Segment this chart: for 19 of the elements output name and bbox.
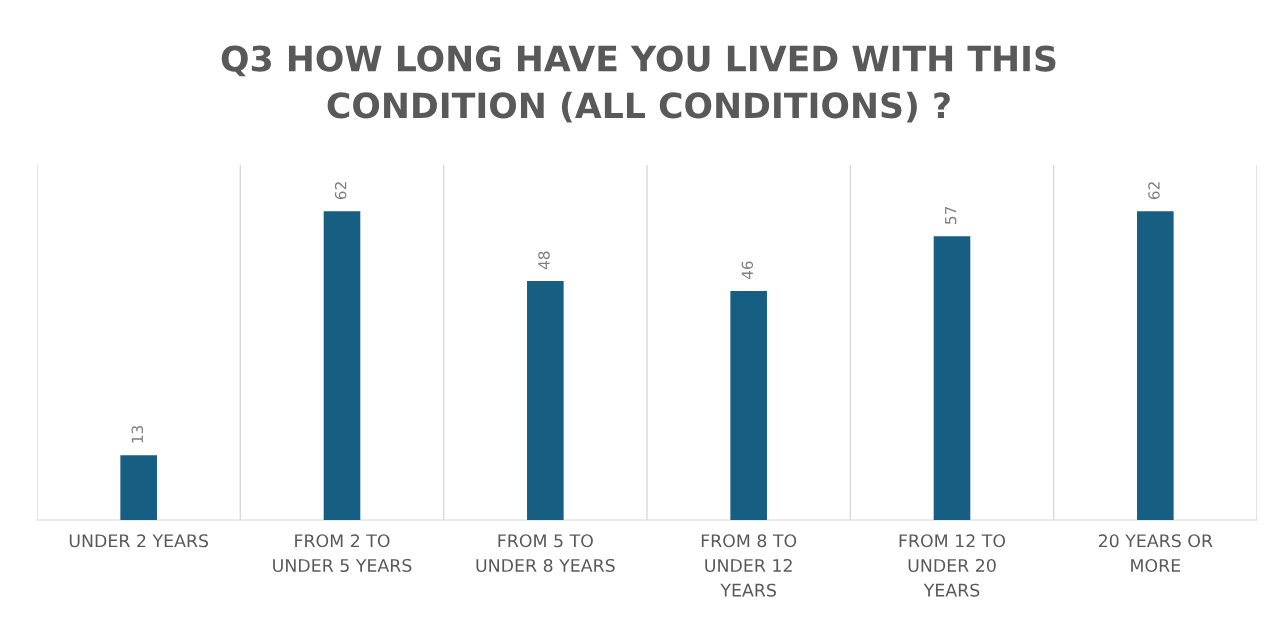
bar bbox=[1137, 211, 1174, 520]
x-tick-label: FROM 12 TO UNDER 20 YEARS bbox=[899, 534, 1006, 597]
data-label: 57 bbox=[945, 206, 957, 224]
x-tick-label: FROM 2 TO UNDER 5 YEARS bbox=[273, 534, 412, 573]
x-tick-label: 20 YEARS OR MORE bbox=[1098, 534, 1213, 573]
x-tick-label: UNDER 2 YEARS bbox=[69, 534, 209, 548]
bar bbox=[120, 455, 157, 520]
data-label: 13 bbox=[131, 425, 144, 443]
bar bbox=[323, 211, 361, 520]
bar bbox=[527, 281, 564, 520]
x-tick-label: FROM 5 TO UNDER 8 YEARS bbox=[476, 534, 615, 573]
chart-title: Q3 HOW LONG HAVE YOU LIVED WITH THIS CONDITION (ALL CONDITIONS) ? bbox=[221, 45, 1056, 123]
bar bbox=[730, 290, 767, 520]
x-tick-label: FROM 8 TO UNDER 12 YEARS bbox=[701, 534, 797, 597]
data-label: 62 bbox=[1148, 182, 1160, 200]
bar bbox=[933, 236, 971, 520]
data-label: 48 bbox=[538, 251, 550, 270]
data-label: 62 bbox=[334, 182, 347, 200]
data-label: 46 bbox=[741, 261, 754, 280]
